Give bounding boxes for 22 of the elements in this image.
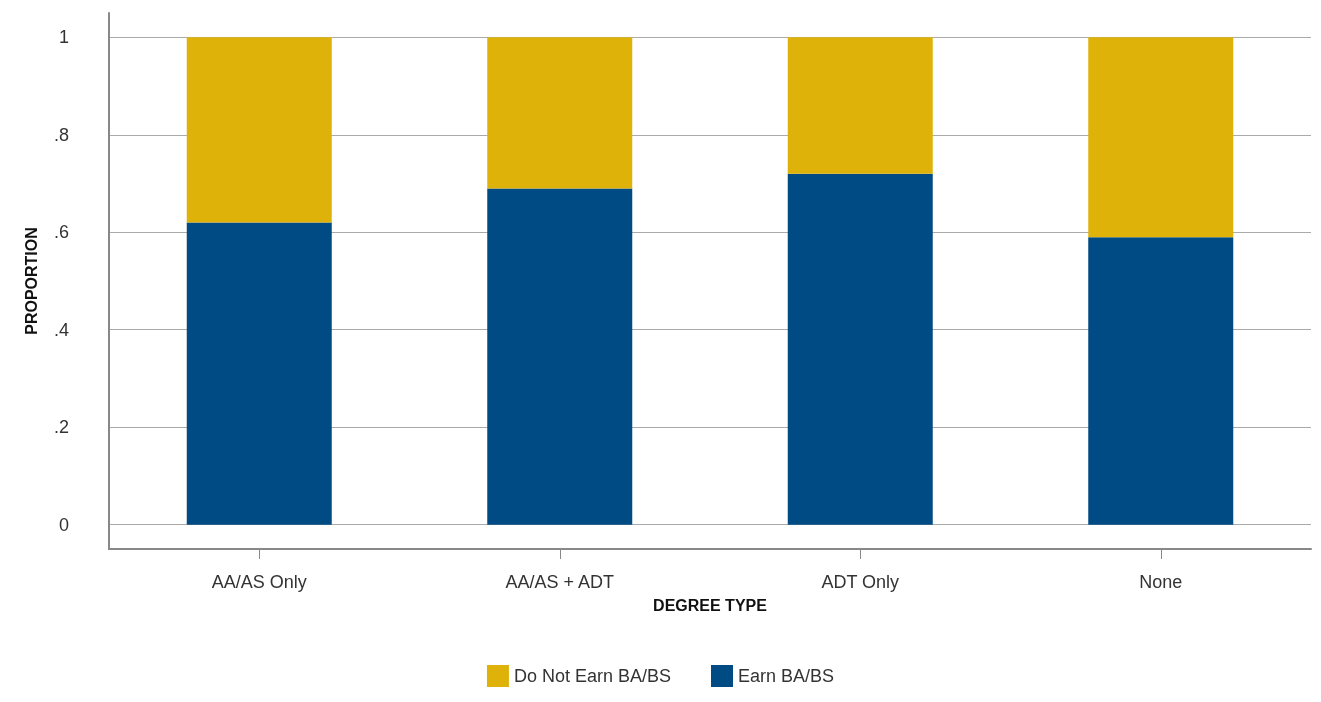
bar bbox=[787, 173, 933, 525]
bar bbox=[487, 37, 633, 189]
legend-label: Earn BA/BS bbox=[738, 666, 835, 686]
bar bbox=[186, 222, 332, 525]
y-tick-label: 0 bbox=[58, 514, 69, 535]
bar bbox=[787, 37, 933, 174]
bar bbox=[1088, 237, 1234, 525]
bar bbox=[1088, 37, 1234, 238]
bar bbox=[186, 37, 332, 223]
y-tick-label: .6 bbox=[53, 222, 69, 243]
x-tick-label: AA/AS + ADT bbox=[505, 572, 615, 592]
x-tick-label: ADT Only bbox=[821, 572, 900, 592]
y-tick-label: 1 bbox=[58, 27, 69, 48]
x-tick-label: None bbox=[1139, 572, 1183, 592]
y-tick-label: .2 bbox=[53, 417, 69, 438]
bar bbox=[487, 188, 633, 525]
y-tick-label: .8 bbox=[53, 124, 69, 145]
y-axis-title: PROPORTION bbox=[22, 227, 40, 335]
x-axis-title: DEGREE TYPE bbox=[653, 596, 768, 614]
legend-label: Do Not Earn BA/BS bbox=[513, 666, 672, 686]
y-tick-label: .4 bbox=[53, 319, 69, 340]
x-tick-label: AA/AS Only bbox=[211, 572, 307, 592]
